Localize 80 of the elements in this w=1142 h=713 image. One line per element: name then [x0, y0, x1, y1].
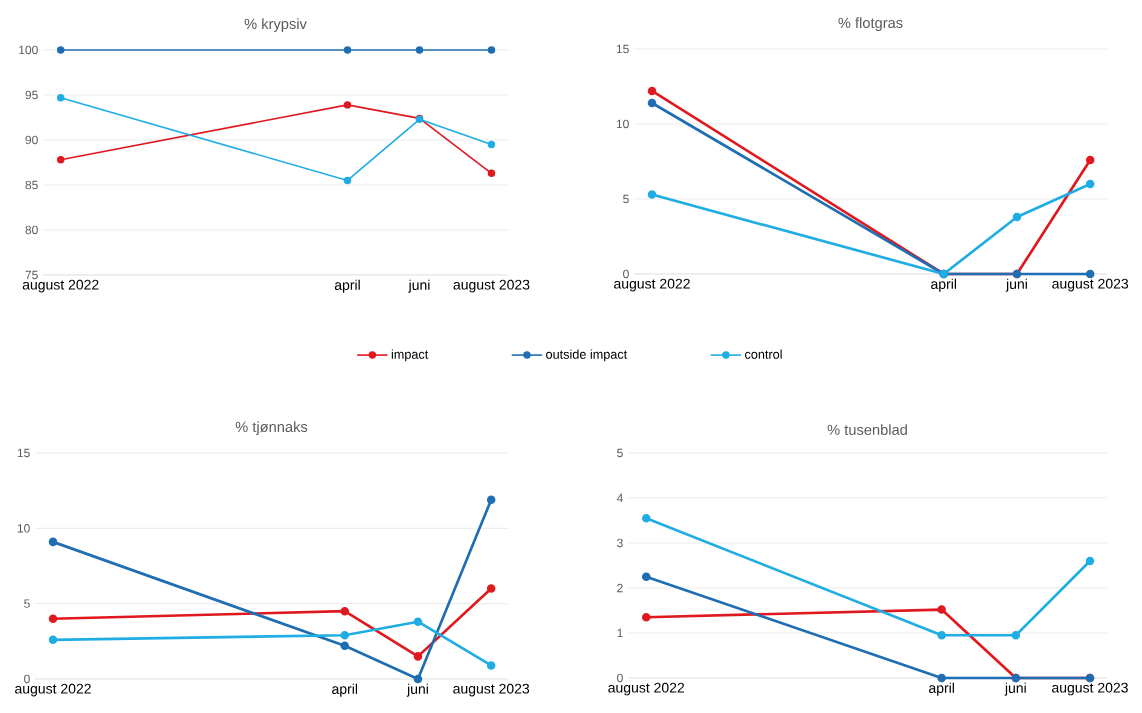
point [1085, 155, 1095, 165]
point [1085, 179, 1095, 189]
point [647, 98, 657, 108]
point [641, 612, 651, 622]
point [343, 46, 352, 54]
y-tick-label: 5 [24, 599, 30, 608]
point [56, 93, 65, 102]
point [413, 617, 423, 627]
x-tick-label: august 2022 [22, 279, 99, 293]
x-tick-label: august 2023 [1052, 682, 1128, 696]
point [343, 101, 352, 109]
point [340, 606, 350, 616]
x-tick-label: august 2023 [1052, 278, 1129, 292]
point [413, 674, 423, 684]
chart-title: % krypsiv [244, 18, 307, 32]
y-tick-label: 0 [623, 269, 629, 279]
point [487, 46, 496, 54]
y-tick-label: 2 [617, 583, 623, 593]
point [647, 86, 657, 96]
y-tick-label: 10 [17, 524, 30, 533]
point [343, 176, 352, 185]
chart-title: % flotgras [838, 17, 903, 31]
point [937, 605, 946, 614]
x-tick-label: august 2023 [453, 683, 530, 697]
y-tick-label: 15 [616, 44, 629, 54]
point [415, 46, 424, 54]
point [647, 190, 657, 199]
point [340, 641, 350, 651]
point [487, 140, 496, 149]
point [937, 673, 946, 683]
point [1011, 630, 1021, 640]
y-tick-label: 10 [616, 119, 629, 129]
x-tick-label: april [334, 279, 360, 293]
x-tick-label: juni [406, 683, 428, 697]
y-tick-label: 0 [24, 674, 30, 684]
x-tick-label: august 2023 [453, 279, 530, 293]
y-tick-label: 5 [623, 194, 629, 204]
x-tick-label: august 2022 [614, 278, 690, 292]
point [48, 537, 58, 547]
point [486, 495, 496, 504]
point [641, 513, 651, 523]
x-tick-label: juni [1005, 278, 1027, 292]
point [486, 584, 496, 593]
y-tick-label: 5 [617, 448, 623, 458]
point [486, 661, 496, 670]
y-tick-label: 0 [617, 673, 623, 683]
point [413, 652, 423, 661]
chart-title: % tjønnaks [235, 421, 308, 435]
point [1012, 212, 1022, 222]
point [48, 635, 58, 645]
x-tick-label: juni [408, 279, 430, 293]
x-tick-label: juni [1004, 682, 1026, 696]
y-tick-label: 85 [25, 180, 38, 190]
point [340, 631, 350, 640]
legend-label: impact [391, 349, 429, 362]
y-tick-label: 90 [25, 135, 38, 145]
point [1085, 269, 1095, 279]
y-tick-label: 80 [25, 225, 38, 235]
y-tick-label: 1 [617, 628, 623, 638]
legend-label: control [745, 349, 782, 359]
y-tick-label: 3 [617, 538, 623, 548]
x-tick-label: august 2022 [15, 683, 91, 697]
y-tick-label: 95 [25, 90, 38, 100]
point [56, 156, 65, 164]
chart-title: % tusenblad [827, 424, 907, 435]
y-tick-label: 4 [616, 493, 623, 503]
y-tick-label: 15 [17, 448, 30, 458]
y-tick-label: 75 [25, 270, 38, 280]
point [487, 169, 496, 178]
x-tick-label: august 2022 [608, 682, 685, 696]
x-tick-label: april [332, 683, 358, 697]
point [937, 630, 946, 640]
point [641, 572, 651, 582]
point [56, 46, 65, 54]
x-tick-label: april [931, 278, 957, 292]
y-tick-label: 100 [19, 45, 38, 55]
point [1085, 556, 1095, 566]
legend-label: outside impact [546, 349, 628, 362]
x-tick-label: april [929, 682, 954, 696]
point [48, 614, 58, 623]
